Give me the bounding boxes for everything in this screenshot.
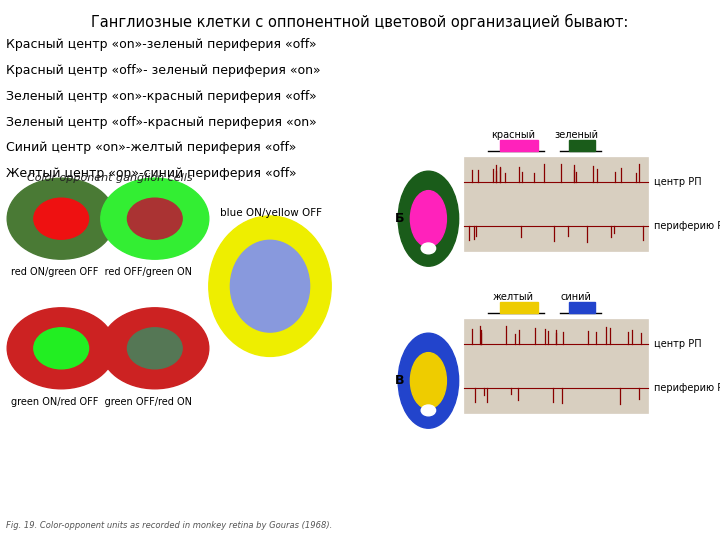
Text: Красный центр «оn»-зеленый периферия «off»: Красный центр «оn»-зеленый периферия «of… bbox=[6, 38, 316, 51]
Circle shape bbox=[421, 243, 436, 254]
Text: периферию РП: периферию РП bbox=[654, 220, 720, 231]
Circle shape bbox=[7, 178, 115, 259]
Text: В: В bbox=[395, 374, 405, 387]
Circle shape bbox=[34, 198, 89, 239]
Bar bbox=[569, 302, 595, 313]
Ellipse shape bbox=[230, 240, 310, 332]
Text: blue ON/yellow OFF: blue ON/yellow OFF bbox=[220, 208, 322, 218]
Circle shape bbox=[34, 328, 89, 369]
Text: red ON/green OFF  red OFF/green ON: red ON/green OFF red OFF/green ON bbox=[11, 267, 192, 278]
Text: Синий центр «оn»-желтый периферия «off»: Синий центр «оn»-желтый периферия «off» bbox=[6, 141, 296, 154]
Text: Желтый центр «оn»-синий периферия «off»: Желтый центр «оn»-синий периферия «off» bbox=[6, 167, 297, 180]
Ellipse shape bbox=[410, 353, 446, 409]
Circle shape bbox=[101, 308, 209, 389]
Text: центр РП: центр РП bbox=[654, 339, 701, 349]
Ellipse shape bbox=[410, 191, 446, 247]
Text: Б: Б bbox=[395, 212, 405, 225]
Text: синий: синий bbox=[561, 292, 591, 302]
Bar bbox=[464, 157, 648, 251]
Bar bbox=[500, 140, 538, 151]
Ellipse shape bbox=[209, 216, 331, 356]
Text: Ганглиозные клетки с оппонентной цветовой организацией бывают:: Ганглиозные клетки с оппонентной цветово… bbox=[91, 14, 629, 30]
Text: Fig. 19. Color-opponent units as recorded in monkey retina by Gouras (1968).: Fig. 19. Color-opponent units as recorde… bbox=[6, 521, 332, 530]
Text: периферию РП: периферию РП bbox=[654, 382, 720, 393]
Text: Зеленый центр «оn»-красный периферия «off»: Зеленый центр «оn»-красный периферия «of… bbox=[6, 90, 317, 103]
Bar bbox=[464, 319, 648, 413]
Text: Color opponent ganglion cells: Color opponent ganglion cells bbox=[27, 173, 193, 183]
Text: зеленый: зеленый bbox=[554, 130, 598, 140]
Text: Зеленый центр «off»-красный периферия «оn»: Зеленый центр «off»-красный периферия «о… bbox=[6, 116, 317, 129]
Text: green ON/red OFF  green OFF/red ON: green ON/red OFF green OFF/red ON bbox=[11, 397, 192, 407]
Bar bbox=[569, 140, 595, 151]
Circle shape bbox=[421, 405, 436, 416]
Text: Красный центр «off»- зеленый периферия «оn»: Красный центр «off»- зеленый периферия «… bbox=[6, 64, 320, 77]
Circle shape bbox=[7, 308, 115, 389]
Text: желтый: желтый bbox=[492, 292, 533, 302]
Circle shape bbox=[127, 328, 182, 369]
Text: центр РП: центр РП bbox=[654, 177, 701, 187]
Ellipse shape bbox=[398, 333, 459, 428]
Ellipse shape bbox=[398, 171, 459, 266]
Bar bbox=[500, 302, 538, 313]
Text: красный: красный bbox=[490, 130, 535, 140]
Circle shape bbox=[127, 198, 182, 239]
Circle shape bbox=[101, 178, 209, 259]
